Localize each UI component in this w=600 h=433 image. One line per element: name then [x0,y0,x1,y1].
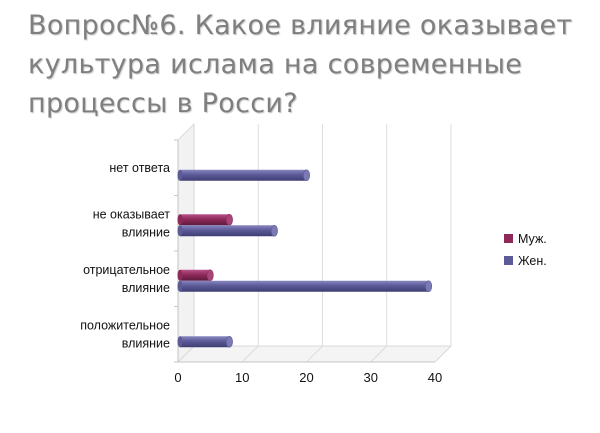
bar-end-cap [225,335,233,348]
bar [177,335,233,348]
bar-end-cap [425,280,433,293]
gridline-floor [177,345,195,363]
bar-body [180,269,211,281]
bar-body [180,336,230,348]
gridline-floor [306,345,323,363]
bar-end-cap [225,213,233,226]
category-label: влияние [122,281,170,295]
category-label: отрицательное [83,263,170,277]
x-tick-label: 40 [428,370,442,385]
chart-axes [174,123,452,363]
bar [177,169,310,182]
bar-start-cap [177,280,183,292]
bar-end-cap [270,224,278,237]
plot-left-wall [177,123,195,363]
bar-body [180,225,275,237]
legend-swatch [504,234,513,243]
x-tick-label: 10 [235,370,249,385]
bar-start-cap [177,169,183,181]
legend-label: Муж. [518,232,547,246]
slide-title: Вопрос№6. Какое влияние оказывает культу… [28,10,573,119]
legend-label: Жен. [518,254,547,268]
bar-start-cap [177,269,183,281]
category-label: нет ответа [109,161,170,175]
category-label: положительное [80,318,170,332]
bar-start-cap [177,336,183,348]
category-labels: нет ответа не оказывает влияние отрицательн… [80,161,170,351]
bar-start-cap [177,225,183,237]
bar-body [180,280,429,292]
bar-start-cap [177,214,183,226]
gridline-floor [434,345,452,363]
x-tick-label: 20 [299,370,313,385]
chart-bars [177,169,433,348]
gridline-floor [370,345,388,363]
bar [177,224,278,237]
bar-body [180,169,307,181]
category-label: влияние [122,336,170,350]
x-tick-label: 0 [174,370,181,385]
bar-body [180,214,230,226]
x-tick-label: 30 [364,370,378,385]
legend-swatch [504,256,513,265]
chart-legend: Муж. Жен. [504,232,547,268]
bar [177,213,233,226]
x-tick-labels: 0 10 20 30 40 [174,370,442,385]
bar [177,269,214,282]
bar-end-cap [206,269,214,282]
bar [177,280,433,293]
category-label: влияние [122,225,170,239]
bar-end-cap [302,169,310,182]
category-label: не оказывает [93,207,171,221]
gridline-floor [241,345,259,363]
